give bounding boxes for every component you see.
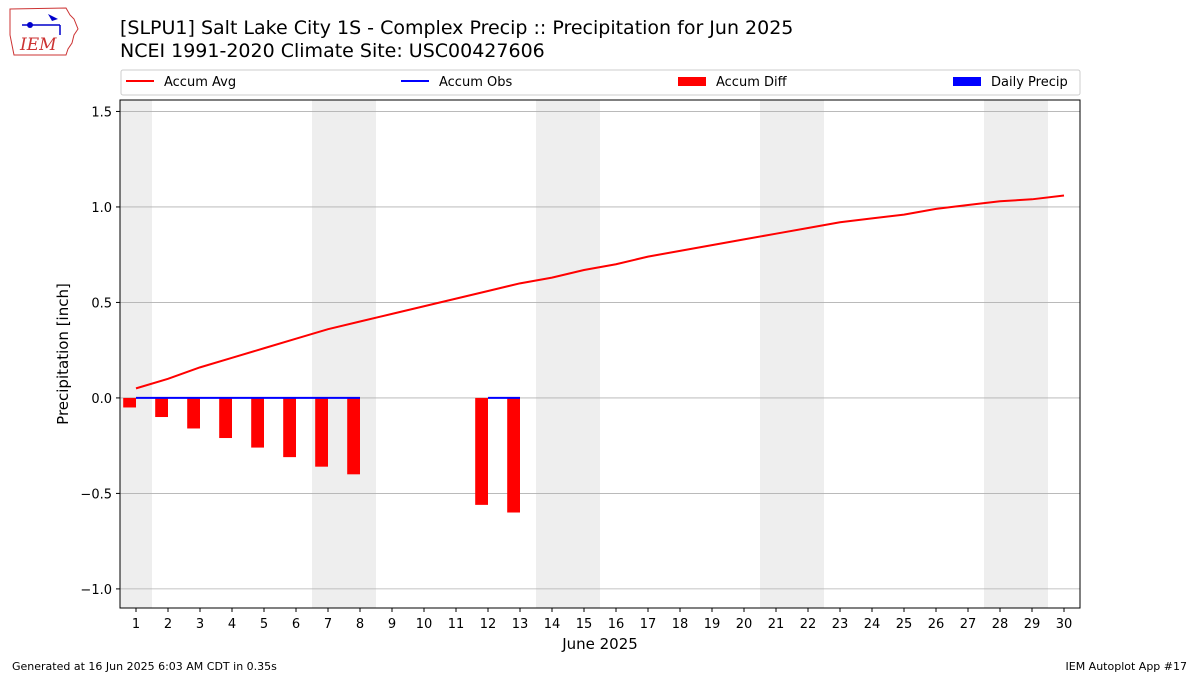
- accum-diff-bar: [315, 397, 328, 467]
- footer-generated: Generated at 16 Jun 2025 6:03 AM CDT in …: [12, 660, 277, 673]
- x-tick-label: 4: [228, 617, 236, 632]
- x-tick-label: 8: [356, 617, 364, 632]
- grid-lines: [120, 111, 1080, 590]
- legend-swatch: [953, 77, 981, 86]
- legend-label: Accum Diff: [716, 75, 788, 90]
- legend-swatch: [678, 77, 706, 86]
- x-tick-label: 23: [832, 617, 849, 632]
- accum-diff-bar: [347, 397, 360, 475]
- x-axis-ticks: 1 2 3 4 5 6 7 8 9 10 11 12 13 14 15 16 17 18 19 20 21 22 23 24 2…: [132, 608, 1072, 632]
- legend-label: Daily Precip: [991, 75, 1068, 90]
- weekend-bands: [120, 100, 1048, 608]
- x-tick-label: 30: [1056, 617, 1073, 632]
- legend-label: Accum Avg: [164, 75, 236, 90]
- x-tick-label: 11: [448, 617, 465, 632]
- legend: Accum Avg Accum Obs Accum Diff Daily Precip: [120, 69, 1081, 96]
- y-tick-label: 0.5: [91, 296, 112, 311]
- x-tick-label: 10: [416, 617, 433, 632]
- x-tick-label: 19: [704, 617, 721, 632]
- x-tick-label: 18: [672, 617, 689, 632]
- accum-diff-bar: [187, 397, 200, 429]
- x-tick-label: 7: [324, 617, 332, 632]
- x-tick-label: 1: [132, 617, 140, 632]
- y-axis-ticks: 1.5 1.0 0.5 0.0 −0.5 −1.0: [80, 105, 120, 598]
- plot-frame: [119, 99, 1081, 609]
- weekend-band: [984, 100, 1048, 608]
- y-tick-label: 1.5: [91, 105, 112, 120]
- accum-avg-line: [135, 194, 1065, 390]
- x-tick-label: 16: [608, 617, 625, 632]
- x-tick-label: 24: [864, 617, 881, 632]
- x-tick-label: 20: [736, 617, 753, 632]
- x-tick-label: 28: [992, 617, 1009, 632]
- x-tick-label: 25: [896, 617, 913, 632]
- x-tick-label: 26: [928, 617, 945, 632]
- accum-diff-bar: [155, 397, 168, 418]
- series-lines: [135, 194, 1065, 399]
- accum-diff-bars: [123, 397, 520, 513]
- accum-diff-bar: [219, 397, 232, 439]
- accum-diff-bar: [475, 397, 488, 505]
- x-tick-label: 9: [388, 617, 396, 632]
- x-tick-label: 17: [640, 617, 657, 632]
- iem-logo: IEM: [9, 7, 79, 56]
- accum-diff-bar: [251, 397, 264, 448]
- iowa-outline-icon: [9, 7, 79, 56]
- legend-box: [120, 69, 1081, 96]
- x-tick-label: 15: [576, 617, 593, 632]
- y-tick-label: −0.5: [80, 487, 112, 502]
- x-tick-label: 13: [512, 617, 529, 632]
- x-axis-label: June 2025: [561, 635, 638, 653]
- accum-diff-bar: [507, 397, 520, 513]
- x-tick-label: 22: [800, 617, 817, 632]
- accum-diff-bar: [283, 397, 296, 458]
- x-tick-label: 14: [544, 617, 561, 632]
- weekend-band: [760, 100, 824, 608]
- x-tick-label: 12: [480, 617, 497, 632]
- weekend-band: [312, 100, 376, 608]
- footer-app: IEM Autoplot App #17: [1065, 660, 1188, 673]
- legend-label: Accum Obs: [439, 75, 512, 90]
- x-tick-label: 21: [768, 617, 785, 632]
- x-tick-label: 29: [1024, 617, 1041, 632]
- chart-subtitle: NCEI 1991-2020 Climate Site: USC00427606: [120, 40, 545, 62]
- y-tick-label: 1.0: [91, 201, 112, 216]
- weekend-band: [120, 100, 152, 608]
- chart-title: [SLPU1] Salt Lake City 1S - Complex Prec…: [120, 17, 794, 39]
- x-tick-label: 2: [164, 617, 172, 632]
- y-axis-label: Precipitation [inch]: [54, 283, 72, 425]
- x-tick-label: 3: [196, 617, 204, 632]
- x-tick-label: 27: [960, 617, 977, 632]
- logo-text: IEM: [19, 35, 57, 55]
- y-tick-label: 0.0: [91, 392, 112, 407]
- weekend-band: [536, 100, 600, 608]
- y-tick-label: −1.0: [80, 583, 112, 598]
- x-tick-label: 6: [292, 617, 300, 632]
- x-tick-label: 5: [260, 617, 268, 632]
- accum-diff-bar: [123, 397, 136, 408]
